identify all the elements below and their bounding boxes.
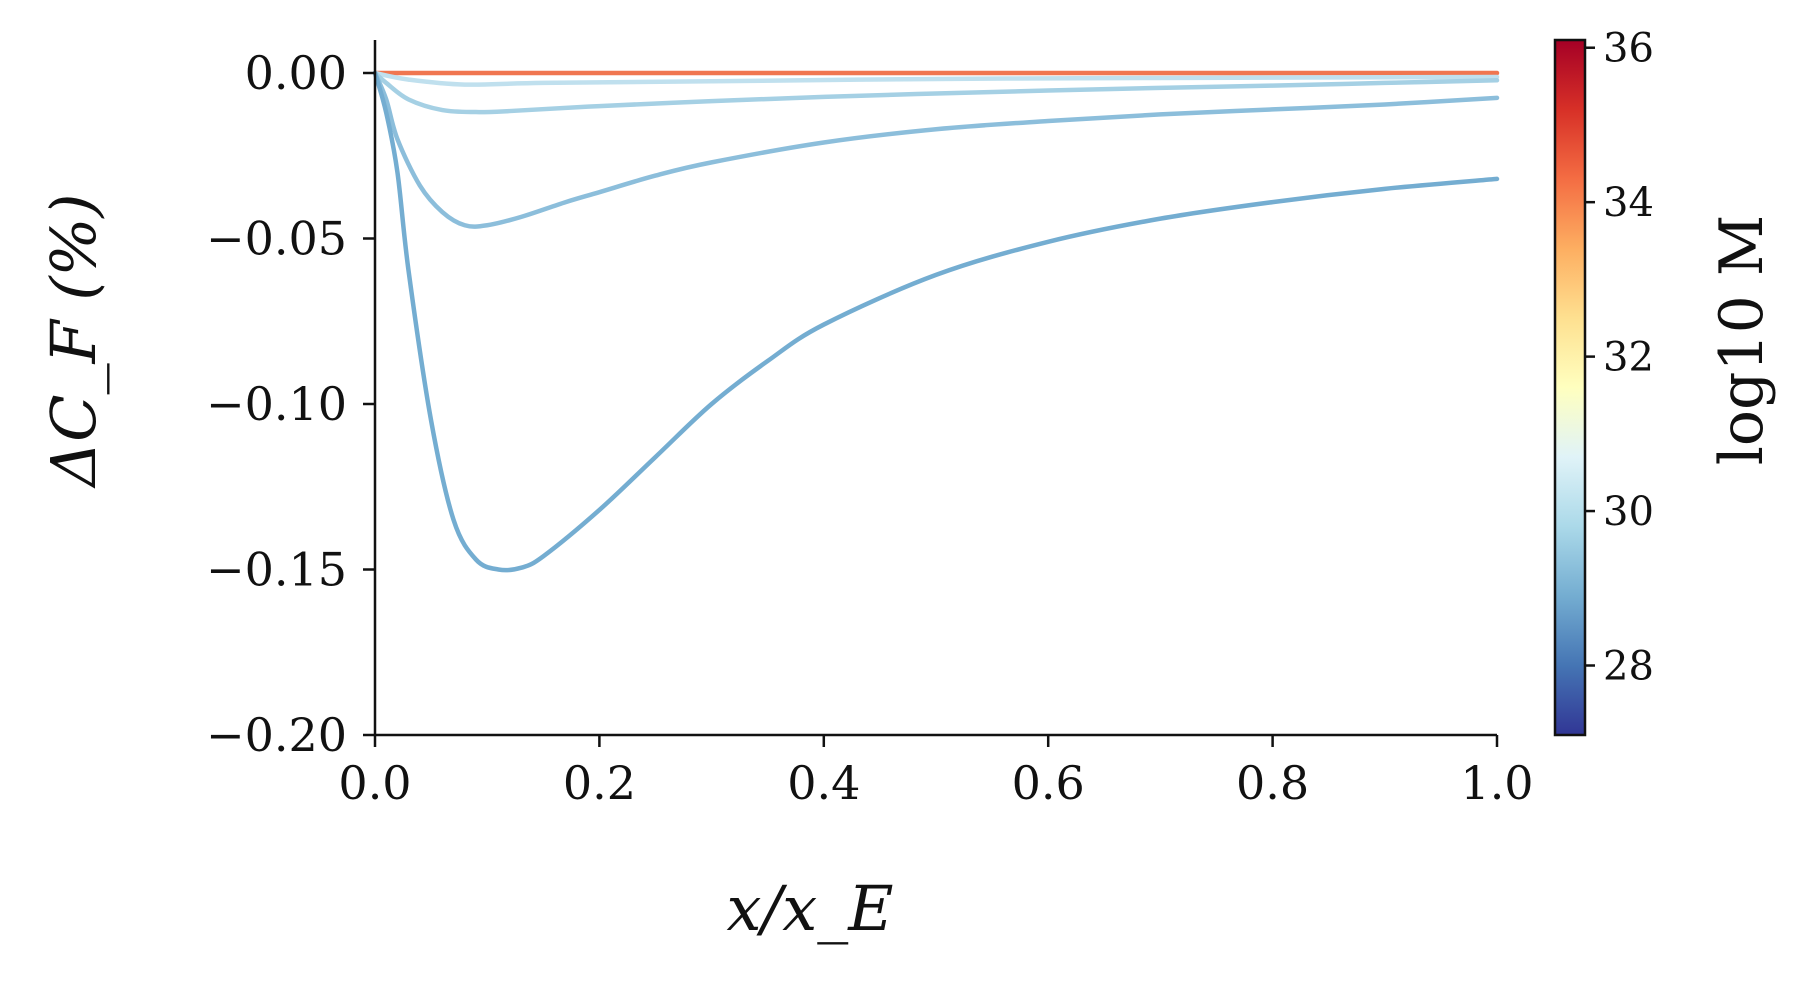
colorbar-tick-label: 36 bbox=[1603, 26, 1654, 72]
series-line-5 bbox=[372, 70, 1500, 573]
colorbar: 28 30 32 34 36 log10 M bbox=[1553, 26, 1777, 737]
y-axis-ticks: 0.00 −0.05 −0.10 −0.15 −0.20 bbox=[206, 46, 375, 762]
series-layer bbox=[372, 70, 1500, 573]
y-tick-label: −0.15 bbox=[206, 543, 347, 597]
series-line-4 bbox=[372, 70, 1500, 229]
x-tick-label: 0.8 bbox=[1236, 756, 1309, 810]
x-tick-label: 0.6 bbox=[1012, 756, 1085, 810]
colorbar-label: log10 M bbox=[1707, 215, 1777, 466]
axes-layer bbox=[373, 40, 1497, 737]
colorbar-tick-label: 32 bbox=[1603, 335, 1654, 381]
x-axis-label: x/x_E bbox=[726, 872, 893, 945]
colorbar-ticks: 28 30 32 34 36 bbox=[1585, 26, 1654, 690]
y-tick-label: 0.00 bbox=[245, 46, 347, 100]
x-axis-ticks: 0.0 0.2 0.4 0.6 0.8 1.0 bbox=[338, 735, 1534, 810]
colorbar-tick-label: 30 bbox=[1603, 489, 1654, 535]
x-tick-label: 1.0 bbox=[1460, 756, 1533, 810]
series-line-3 bbox=[372, 70, 1500, 115]
y-axis-label: ΔC_F (%) bbox=[37, 193, 110, 488]
x-tick-label: 0.4 bbox=[787, 756, 860, 810]
colorbar-tick-label: 28 bbox=[1603, 644, 1654, 690]
colorbar-tick-label: 34 bbox=[1603, 180, 1654, 226]
y-tick-label: −0.10 bbox=[206, 377, 347, 431]
y-tick-label: −0.05 bbox=[206, 212, 347, 266]
series-line-2 bbox=[372, 70, 1500, 87]
x-tick-label: 0.2 bbox=[563, 756, 636, 810]
y-tick-label: −0.20 bbox=[206, 708, 347, 762]
x-tick-label: 0.0 bbox=[338, 756, 411, 810]
colorbar-gradient bbox=[1553, 38, 1587, 737]
